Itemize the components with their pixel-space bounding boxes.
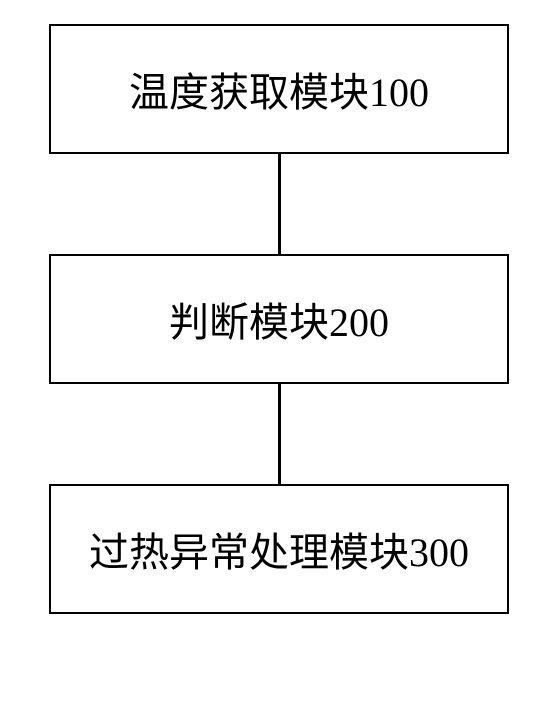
- flowchart-container: 温度获取模块100 判断模块200 过热异常处理模块300: [49, 24, 509, 614]
- node-label: 过热异常处理模块300: [89, 520, 469, 578]
- flowchart-edge-1: [278, 154, 281, 254]
- node-label: 判断模块200: [169, 290, 389, 348]
- node-label: 温度获取模块100: [129, 60, 429, 118]
- flowchart-edge-2: [278, 384, 281, 484]
- flowchart-node-2: 判断模块200: [49, 254, 509, 384]
- flowchart-node-1: 温度获取模块100: [49, 24, 509, 154]
- flowchart-node-3: 过热异常处理模块300: [49, 484, 509, 614]
